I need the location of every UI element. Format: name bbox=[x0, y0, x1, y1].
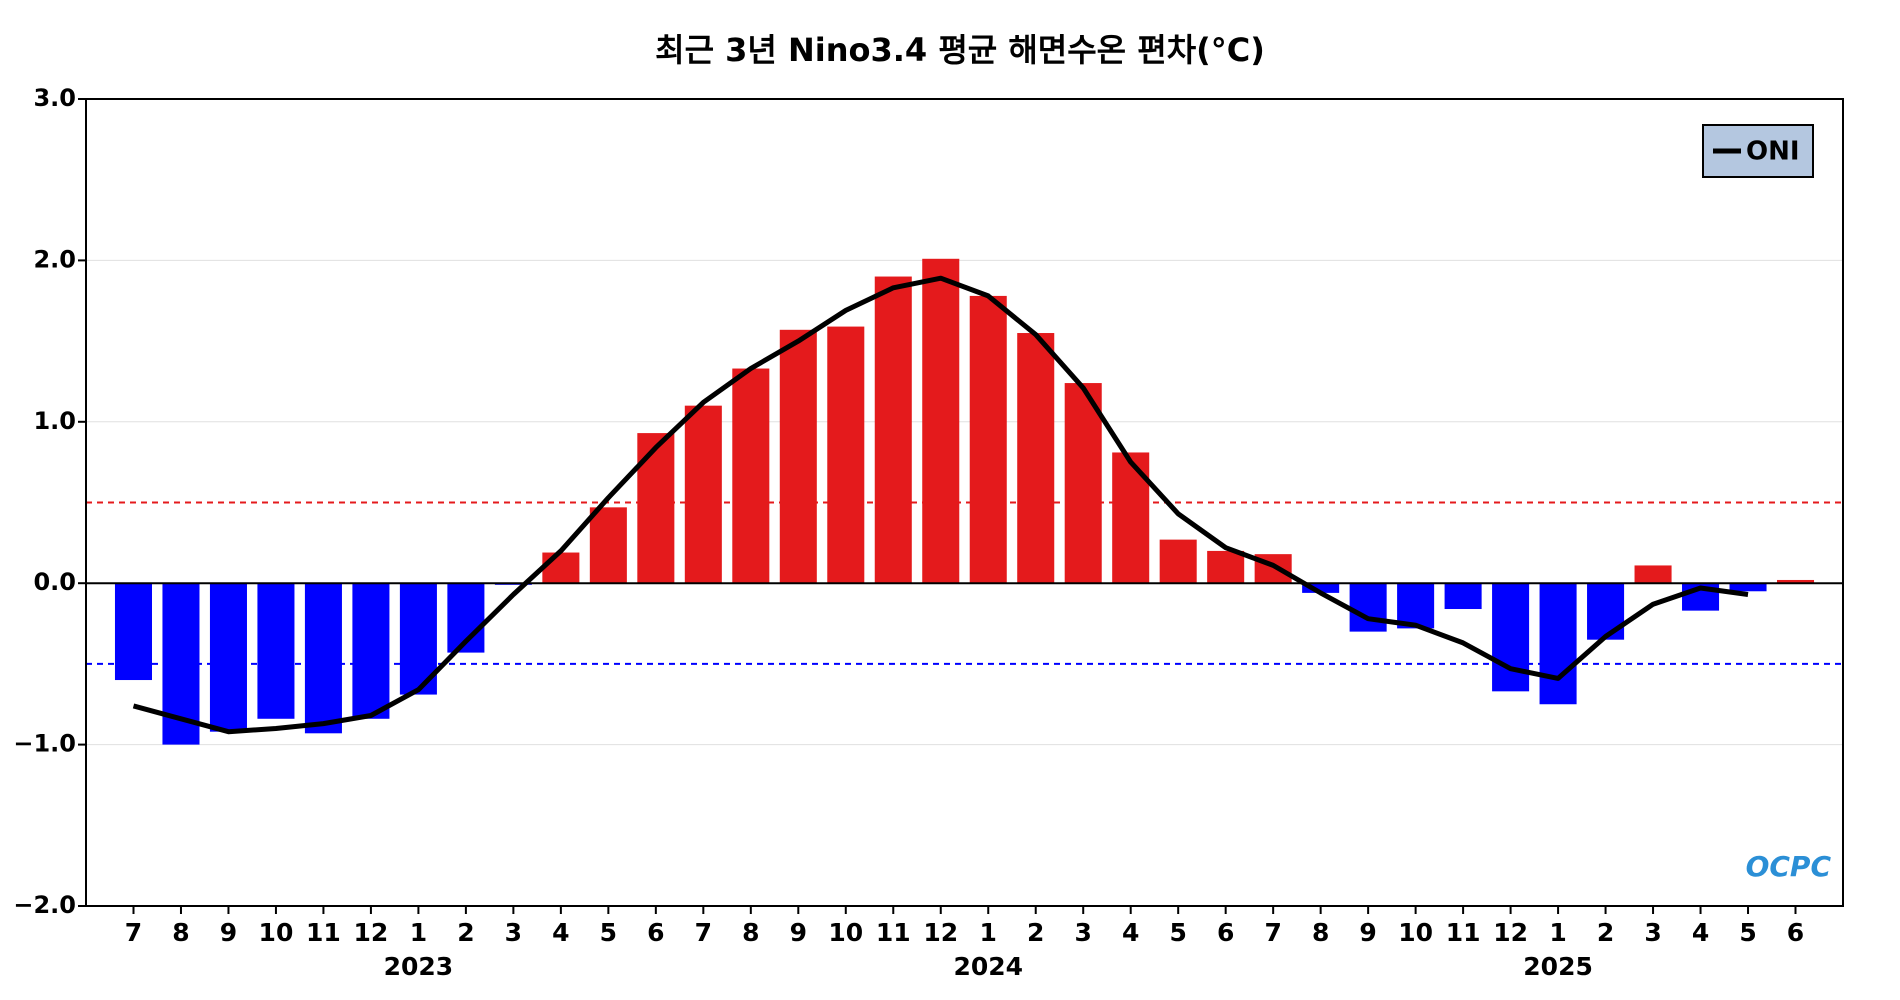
x-tick-label: 10 bbox=[1398, 918, 1433, 947]
bar bbox=[969, 295, 1007, 584]
x-tick-label: 3 bbox=[505, 918, 522, 947]
bar bbox=[1634, 565, 1672, 584]
x-tick-label: 5 bbox=[1169, 918, 1186, 947]
bar bbox=[257, 583, 295, 719]
bar bbox=[922, 258, 960, 584]
bar bbox=[1159, 539, 1197, 584]
x-tick-label: 8 bbox=[1312, 918, 1329, 947]
year-label: 2024 bbox=[953, 952, 1023, 981]
bar bbox=[684, 405, 722, 584]
bar bbox=[1729, 583, 1767, 592]
bar bbox=[1017, 333, 1055, 584]
bar bbox=[1207, 550, 1245, 584]
x-tick-label: 8 bbox=[172, 918, 189, 947]
x-tick-label: 9 bbox=[790, 918, 807, 947]
bar bbox=[304, 583, 342, 734]
x-tick-label: 2 bbox=[1597, 918, 1614, 947]
x-tick-label: 1 bbox=[1549, 918, 1566, 947]
bar bbox=[1587, 583, 1625, 640]
x-tick-label: 1 bbox=[980, 918, 997, 947]
y-tick-label: 2.0 bbox=[33, 245, 76, 273]
x-tick-label: 6 bbox=[1217, 918, 1234, 947]
x-tick-label: 7 bbox=[695, 918, 712, 947]
x-tick-label: 9 bbox=[1359, 918, 1376, 947]
plot-frame bbox=[85, 98, 1844, 907]
bar bbox=[1064, 383, 1102, 584]
bar bbox=[352, 583, 390, 719]
bar bbox=[732, 368, 770, 584]
year-label: 2025 bbox=[1523, 952, 1593, 981]
bar bbox=[1302, 583, 1340, 593]
x-tick-label: 10 bbox=[259, 918, 294, 947]
x-tick-label: 5 bbox=[600, 918, 617, 947]
x-tick-label: 2 bbox=[457, 918, 474, 947]
x-tick-label: 12 bbox=[1493, 918, 1528, 947]
x-tick-label: 11 bbox=[1446, 918, 1481, 947]
x-tick-label: 6 bbox=[1787, 918, 1804, 947]
y-tick-label: 3.0 bbox=[33, 84, 76, 112]
x-tick-label: 9 bbox=[220, 918, 237, 947]
year-label: 2023 bbox=[384, 952, 454, 981]
x-tick-label: 7 bbox=[1264, 918, 1281, 947]
x-tick-label: 12 bbox=[354, 918, 389, 947]
watermark: OCPC bbox=[1746, 850, 1832, 883]
x-tick-label: 6 bbox=[647, 918, 664, 947]
y-tick-label: 1.0 bbox=[33, 407, 76, 435]
x-tick-label: 11 bbox=[876, 918, 911, 947]
bar bbox=[209, 583, 247, 732]
bar bbox=[637, 433, 675, 584]
line-series bbox=[132, 275, 1749, 735]
x-tick-label: 3 bbox=[1075, 918, 1092, 947]
x-tick-label: 5 bbox=[1739, 918, 1756, 947]
bar bbox=[1349, 583, 1387, 632]
x-tick-label: 10 bbox=[828, 918, 863, 947]
x-tick-label: 4 bbox=[1692, 918, 1709, 947]
y-tick-label: −2.0 bbox=[13, 891, 76, 919]
bar bbox=[589, 507, 627, 584]
bar bbox=[1776, 579, 1815, 584]
y-tick-label: 0.0 bbox=[33, 568, 76, 596]
y-tick-label: −1.0 bbox=[13, 730, 76, 758]
bar bbox=[779, 329, 817, 584]
x-tick-label: 4 bbox=[1122, 918, 1139, 947]
bar bbox=[827, 326, 865, 584]
bar bbox=[542, 552, 580, 584]
bar bbox=[1112, 452, 1150, 584]
x-tick-label: 1 bbox=[410, 918, 427, 947]
bar bbox=[874, 276, 912, 584]
bar bbox=[1492, 583, 1530, 692]
x-tick-label: 3 bbox=[1644, 918, 1661, 947]
x-tick-label: 4 bbox=[552, 918, 569, 947]
x-tick-label: 12 bbox=[923, 918, 958, 947]
bar bbox=[1444, 583, 1482, 610]
x-tick-label: 8 bbox=[742, 918, 759, 947]
legend-label: ONI bbox=[1746, 137, 1800, 167]
x-tick-label: 11 bbox=[306, 918, 341, 947]
bar bbox=[114, 583, 153, 681]
x-tick-label: 7 bbox=[125, 918, 142, 947]
bar bbox=[1539, 583, 1577, 705]
chart-title: 최근 3년 Nino3.4 평균 해면수온 편차(°C) bbox=[655, 31, 1265, 69]
x-tick-label: 2 bbox=[1027, 918, 1044, 947]
bar bbox=[1397, 583, 1435, 629]
